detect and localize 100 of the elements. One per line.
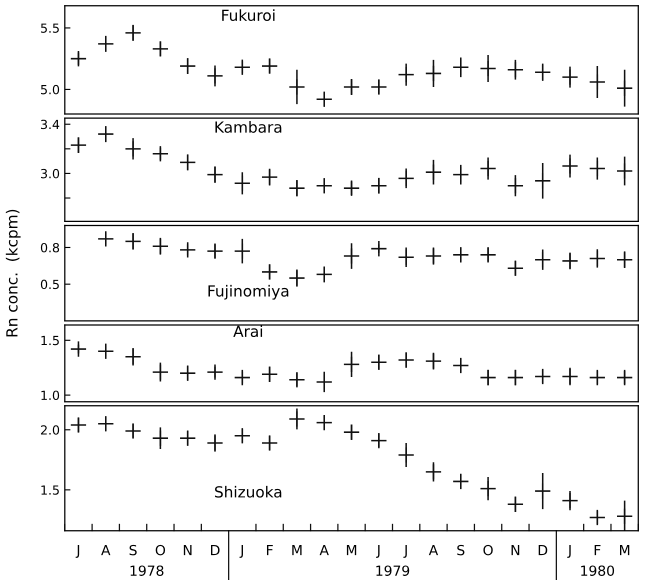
point (179, 154, 196, 171)
point (370, 354, 388, 371)
text: 1980 (581, 565, 614, 576)
point (452, 246, 470, 264)
x-tick-label: N (512, 545, 520, 556)
point (370, 432, 388, 449)
point (234, 242, 251, 260)
y-tick-label: 3.0 (41, 168, 60, 178)
point (588, 74, 606, 90)
chart-title: Fukuroi (222, 9, 274, 22)
y-tick-label: 3.4 (41, 120, 60, 130)
point (97, 230, 114, 248)
point (506, 260, 524, 277)
point (234, 427, 251, 444)
point (370, 177, 388, 194)
point (370, 240, 388, 258)
x-tick-label: J (240, 545, 243, 558)
point (480, 369, 496, 386)
text: Shizuoka (215, 486, 282, 498)
point (288, 270, 306, 286)
point (398, 170, 415, 187)
point (234, 174, 251, 192)
point (261, 434, 278, 452)
point (288, 410, 306, 428)
point (425, 463, 442, 480)
chart-title: Arai (233, 325, 262, 338)
point (288, 180, 306, 197)
point (261, 366, 278, 383)
point (534, 368, 552, 385)
point (179, 364, 196, 382)
x-tick-label: J (567, 545, 571, 558)
point (124, 232, 142, 250)
point (452, 166, 470, 184)
point (425, 352, 442, 370)
point (480, 246, 496, 264)
point (425, 65, 442, 82)
y-tick-label: 1.5 (41, 336, 59, 346)
point (152, 364, 169, 380)
point (70, 136, 87, 154)
point (70, 50, 87, 68)
x-tick-label: J (403, 545, 407, 558)
text: Fujinomiya (208, 284, 288, 300)
point (343, 424, 360, 441)
point (480, 160, 496, 177)
point (206, 434, 224, 452)
point (179, 430, 196, 447)
x-tick-label: M (346, 545, 356, 556)
x-tick-label: N (184, 545, 192, 556)
point (588, 509, 606, 526)
point (562, 68, 578, 86)
point (534, 64, 552, 81)
text: 1979 (376, 565, 410, 576)
y-tick-label: 1.5 (41, 485, 59, 495)
point (534, 482, 552, 500)
x-tick-label: F (266, 545, 273, 556)
point (616, 80, 634, 97)
point (370, 78, 388, 96)
point (152, 40, 169, 58)
point (288, 78, 306, 96)
point (534, 172, 552, 190)
point (562, 368, 578, 385)
x-tick-label: A (101, 545, 110, 556)
point (152, 430, 169, 447)
point (616, 508, 634, 525)
point (588, 369, 606, 386)
point (343, 78, 360, 96)
point (234, 58, 251, 76)
point (562, 252, 578, 270)
point (588, 250, 606, 267)
y-tick-label: 5.5 (41, 24, 59, 33)
point (506, 61, 524, 78)
point (452, 357, 470, 374)
x-tick-label: J (76, 545, 80, 558)
point (206, 364, 224, 380)
point (261, 168, 278, 186)
point (261, 264, 278, 280)
point (288, 371, 306, 388)
point (316, 177, 333, 194)
point (124, 348, 142, 366)
x-tick-label: A (428, 545, 438, 556)
point (316, 90, 333, 108)
point (506, 177, 524, 194)
point (97, 342, 114, 360)
point (206, 166, 224, 184)
x-tick-label: J (376, 545, 380, 558)
point (70, 416, 87, 434)
chart-title: Kambara (215, 121, 282, 133)
point (124, 24, 142, 42)
point (97, 415, 114, 432)
point (97, 126, 114, 142)
x-tick-label: S (457, 544, 464, 556)
x-tick-label: M (292, 545, 302, 556)
y-tick-label: 5.0 (41, 84, 60, 94)
y-tick-label: 0.8 (40, 242, 60, 252)
point (261, 58, 278, 74)
point (398, 248, 415, 266)
point (343, 248, 360, 264)
point (562, 492, 578, 510)
point (152, 145, 169, 162)
point (398, 66, 415, 84)
